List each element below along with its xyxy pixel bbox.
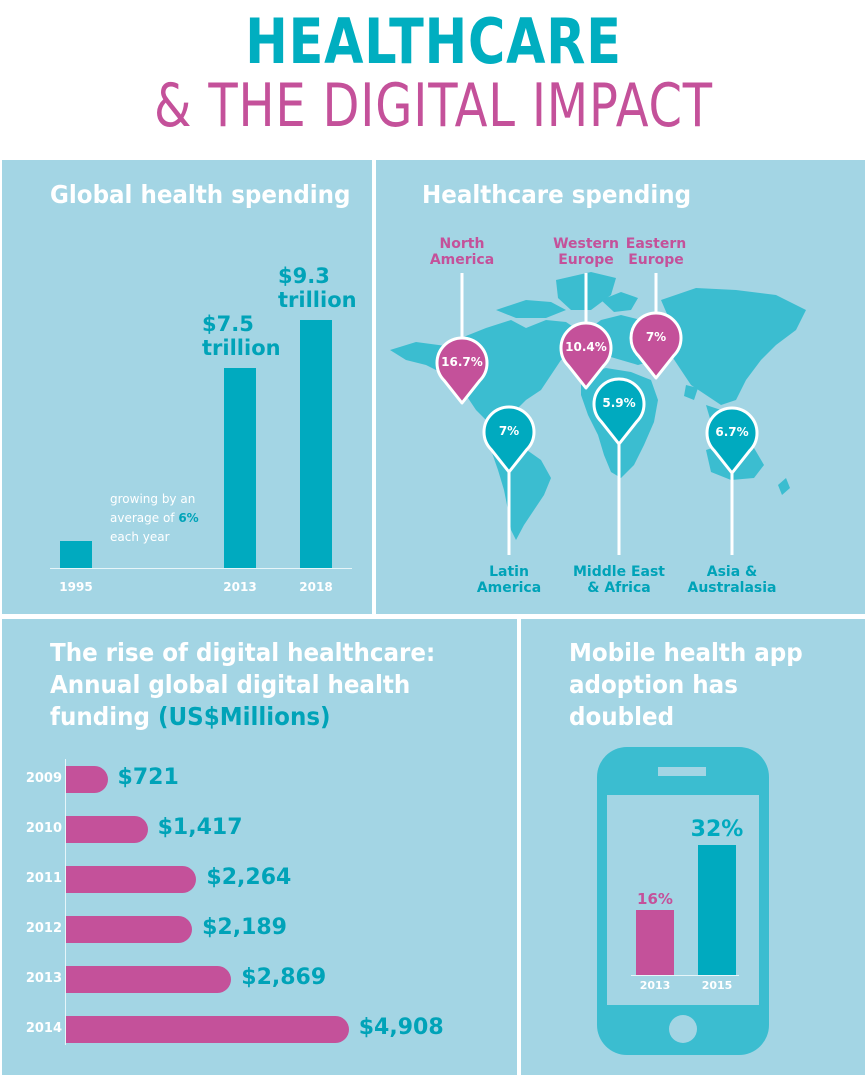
phone-illustration: 2013 16% 2015 32% bbox=[597, 747, 769, 1055]
region-label-line: Eastern bbox=[625, 236, 687, 252]
x-axis-line bbox=[50, 568, 352, 569]
bar-2013 bbox=[224, 367, 256, 568]
bar-2011 bbox=[66, 866, 197, 893]
y-tick-label: 2012 bbox=[25, 921, 62, 936]
region-label-line: Latin bbox=[489, 564, 529, 580]
map-pin-icon bbox=[629, 311, 683, 380]
bar-2015 bbox=[698, 845, 736, 975]
panel-title: Mobile health app adoption has doubled bbox=[569, 638, 803, 731]
region-label-line: North bbox=[439, 236, 485, 252]
phone-speaker-icon bbox=[658, 767, 706, 776]
panel-title: The rise of digital healthcare: Annual g… bbox=[50, 637, 473, 733]
phone-screen: 2013 16% 2015 32% bbox=[607, 795, 759, 1005]
mobile-app-adoption-panel: Mobile health app adoption has doubled 2… bbox=[521, 619, 865, 1075]
data-label-line: trillion bbox=[202, 335, 281, 360]
data-label-line: $9.3 bbox=[278, 263, 330, 288]
region-label: Western Europe bbox=[526, 236, 646, 268]
bar-2013 bbox=[636, 910, 674, 975]
y-tick-label: 2010 bbox=[25, 821, 62, 836]
data-label: $7.5 trillion bbox=[202, 312, 281, 360]
data-label-line: $7.5 bbox=[202, 311, 254, 336]
region-label: Eastern Europe bbox=[596, 236, 716, 268]
region-label-line: America bbox=[429, 252, 495, 268]
map-pin-icon bbox=[592, 377, 646, 446]
data-label: $721 bbox=[117, 765, 179, 790]
pin-value: 16.7% bbox=[441, 355, 483, 369]
data-label: $9.3 trillion bbox=[278, 264, 357, 312]
healthcare-spending-panel: Healthcare spending 16.7% North America 10.… bbox=[376, 160, 865, 614]
y-axis-line bbox=[65, 759, 66, 1045]
y-tick-label: 2014 bbox=[25, 1021, 62, 1036]
bar-1995 bbox=[60, 541, 92, 568]
page-title: HEALTHCARE bbox=[245, 5, 622, 78]
region-label: Latin America bbox=[449, 564, 569, 596]
data-label: $4,908 bbox=[358, 1015, 444, 1040]
x-tick-label: 2013 bbox=[639, 979, 671, 992]
map-pin-icon bbox=[482, 405, 536, 474]
annotation-line-3: each year bbox=[110, 530, 170, 544]
bar-2018 bbox=[300, 319, 332, 568]
panel-title-text: The rise of digital healthcare: Annual g… bbox=[50, 638, 436, 731]
pin-value: 10.4% bbox=[565, 340, 607, 354]
map-pins bbox=[435, 273, 759, 555]
x-tick-label: 2018 bbox=[299, 580, 333, 594]
y-tick-label: 2013 bbox=[25, 971, 62, 986]
x-tick-label: 1995 bbox=[59, 580, 93, 594]
header: HEALTHCARE & THE DIGITAL IMPACT bbox=[0, 0, 867, 158]
data-label-line: trillion bbox=[278, 287, 357, 312]
bar-2014 bbox=[66, 1016, 349, 1043]
data-label: $2,189 bbox=[202, 915, 287, 940]
pin-value: 5.9% bbox=[602, 396, 636, 410]
panel-title: Healthcare spending bbox=[422, 180, 692, 209]
page-subtitle: & THE DIGITAL IMPACT bbox=[154, 71, 713, 141]
region-label: Asia & Australasia bbox=[672, 564, 792, 596]
bar-2013 bbox=[66, 966, 232, 993]
global-health-spending-panel: Global health spending growing by an ave… bbox=[2, 160, 372, 614]
annotation-highlight: 6% bbox=[178, 511, 199, 525]
growth-annotation: growing by an average of 6% each year bbox=[110, 490, 230, 547]
pin-value: 7% bbox=[498, 424, 520, 438]
region-label-line: & Africa bbox=[587, 580, 651, 596]
x-tick-label: 2013 bbox=[223, 580, 257, 594]
data-label: $1,417 bbox=[157, 815, 243, 840]
bar-2009 bbox=[66, 766, 108, 793]
y-tick-label: 2009 bbox=[25, 771, 62, 786]
region-label: Middle East & Africa bbox=[559, 564, 679, 596]
y-tick-label: 2011 bbox=[25, 871, 62, 886]
bar-2010 bbox=[66, 816, 148, 843]
region-label-line: America bbox=[476, 580, 542, 596]
region-label-line: Europe bbox=[558, 252, 614, 268]
x-axis-line bbox=[631, 975, 739, 976]
pin-value: 7% bbox=[645, 330, 667, 344]
bar-2012 bbox=[66, 916, 193, 943]
map-pin-icon bbox=[705, 406, 759, 475]
data-label: $2,869 bbox=[241, 965, 327, 990]
region-label-line: Australasia bbox=[687, 580, 777, 596]
x-tick-label: 2015 bbox=[701, 979, 733, 992]
region-label-line: Asia & bbox=[706, 564, 758, 580]
annotation-line-1: growing by an bbox=[110, 492, 196, 506]
data-label: 16% bbox=[637, 890, 673, 908]
region-label-line: Western bbox=[553, 236, 619, 252]
digital-health-funding-panel: The rise of digital healthcare: Annual g… bbox=[2, 619, 517, 1075]
world-map bbox=[390, 272, 806, 555]
data-label: $2,264 bbox=[206, 865, 292, 890]
region-label: North America bbox=[402, 236, 522, 268]
pin-value: 6.7% bbox=[715, 425, 749, 439]
map-pin-icon bbox=[435, 336, 489, 405]
map-pin-icon bbox=[559, 321, 613, 390]
panel-title-unit: (US$Millions) bbox=[157, 702, 331, 731]
phone-home-button-icon bbox=[669, 1015, 697, 1043]
annotation-line-2: average of bbox=[110, 511, 179, 525]
panel-title: Global health spending bbox=[50, 180, 351, 209]
region-label-line: Middle East bbox=[573, 564, 665, 580]
region-label-line: Europe bbox=[628, 252, 684, 268]
data-label: 32% bbox=[690, 817, 744, 842]
